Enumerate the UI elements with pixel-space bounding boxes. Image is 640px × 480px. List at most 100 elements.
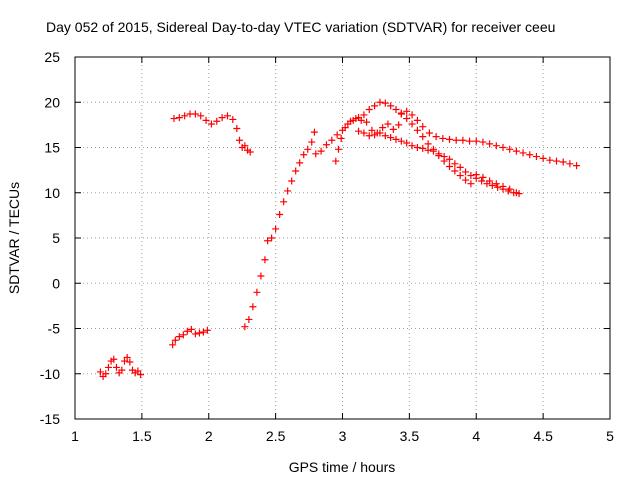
x-tick-label: 3.5	[400, 428, 420, 444]
data-point	[384, 120, 392, 128]
data-point	[451, 167, 459, 175]
data-point	[249, 303, 257, 311]
data-point	[317, 147, 325, 155]
data-point	[467, 180, 475, 188]
data-point	[446, 155, 453, 163]
data-point	[467, 172, 475, 180]
data-point	[257, 272, 265, 280]
data-point	[439, 134, 447, 142]
data-point	[446, 135, 453, 143]
data-point	[179, 331, 187, 339]
data-point	[459, 136, 467, 144]
y-tick-label: 0	[52, 275, 60, 291]
data-point	[425, 129, 433, 137]
data-point	[424, 146, 432, 154]
data-point	[440, 153, 448, 161]
data-point	[213, 117, 221, 125]
data-point	[499, 185, 507, 193]
data-point	[376, 129, 384, 137]
data-point	[120, 357, 128, 365]
data-point	[419, 123, 427, 131]
y-tick-label: 10	[44, 185, 60, 201]
data-point	[207, 120, 215, 128]
series-arc-6	[355, 127, 523, 198]
y-tick-label: -15	[40, 411, 60, 427]
chart-title: Day 052 of 2015, Sidereal Day-to-day VTE…	[46, 19, 555, 35]
x-tick-labels: 1 1.5 2 2.5 3 3.5 4 4.5 5	[71, 428, 614, 444]
data-point	[559, 158, 567, 166]
data-point	[169, 341, 177, 349]
data-point	[397, 137, 405, 145]
data-point	[126, 358, 134, 366]
data-point	[203, 326, 211, 334]
data-point	[202, 116, 210, 124]
data-point	[506, 145, 514, 153]
data-point	[408, 120, 416, 128]
data-point	[413, 116, 421, 124]
data-point	[419, 144, 427, 152]
data-point	[387, 134, 395, 142]
data-point	[395, 121, 403, 129]
data-point	[347, 117, 355, 125]
data-point	[280, 198, 288, 206]
data-point	[452, 136, 460, 144]
data-point	[483, 180, 491, 188]
data-point	[272, 225, 280, 233]
x-tick-label: 4	[472, 428, 480, 444]
series-arc-1	[96, 353, 145, 380]
data-point	[360, 129, 368, 137]
data-point	[419, 133, 427, 141]
data-point	[486, 140, 494, 148]
data-point	[446, 163, 453, 171]
x-tick-label: 1	[71, 428, 79, 444]
data-point	[268, 234, 276, 242]
data-point	[261, 256, 269, 264]
data-point	[515, 190, 523, 198]
x-tick-label: 3	[339, 428, 347, 444]
data-point	[357, 116, 365, 124]
series-arc-4	[241, 98, 520, 331]
data-point	[304, 145, 312, 153]
data-point	[296, 159, 304, 167]
y-tick-label: -5	[48, 321, 61, 337]
data-point	[432, 133, 440, 141]
data-point	[389, 125, 397, 133]
data-point	[360, 111, 368, 119]
data-point	[566, 160, 574, 168]
data-point	[413, 126, 421, 134]
data-point	[462, 176, 470, 184]
data-point	[363, 118, 371, 126]
x-tick-label: 2	[205, 428, 213, 444]
data-point	[371, 131, 379, 139]
data-point	[123, 353, 131, 361]
series-arc-3	[170, 110, 254, 156]
series-arc-2	[169, 325, 211, 349]
data-point	[288, 177, 296, 185]
data-point	[392, 105, 400, 113]
data-point	[181, 112, 189, 120]
data-point	[292, 167, 300, 175]
data-point	[519, 149, 527, 157]
data-point	[229, 115, 237, 123]
grid-layer	[75, 57, 610, 419]
y-tick-label: -10	[40, 366, 60, 382]
data-point	[424, 140, 432, 148]
data-point	[553, 157, 560, 165]
data-point	[118, 366, 126, 374]
x-tick-label: 2.5	[266, 428, 286, 444]
data-point	[492, 142, 500, 150]
data-point	[332, 157, 340, 165]
y-tick-label: 25	[44, 49, 60, 65]
data-point	[379, 124, 387, 132]
data-point	[506, 185, 514, 193]
data-points	[96, 98, 581, 380]
data-point	[408, 142, 416, 150]
data-point	[499, 144, 507, 151]
data-point	[492, 180, 500, 188]
data-point	[334, 145, 342, 153]
data-point	[199, 328, 207, 336]
data-point	[539, 154, 547, 162]
data-point	[112, 363, 120, 371]
data-point	[223, 112, 231, 120]
data-point	[392, 135, 400, 143]
